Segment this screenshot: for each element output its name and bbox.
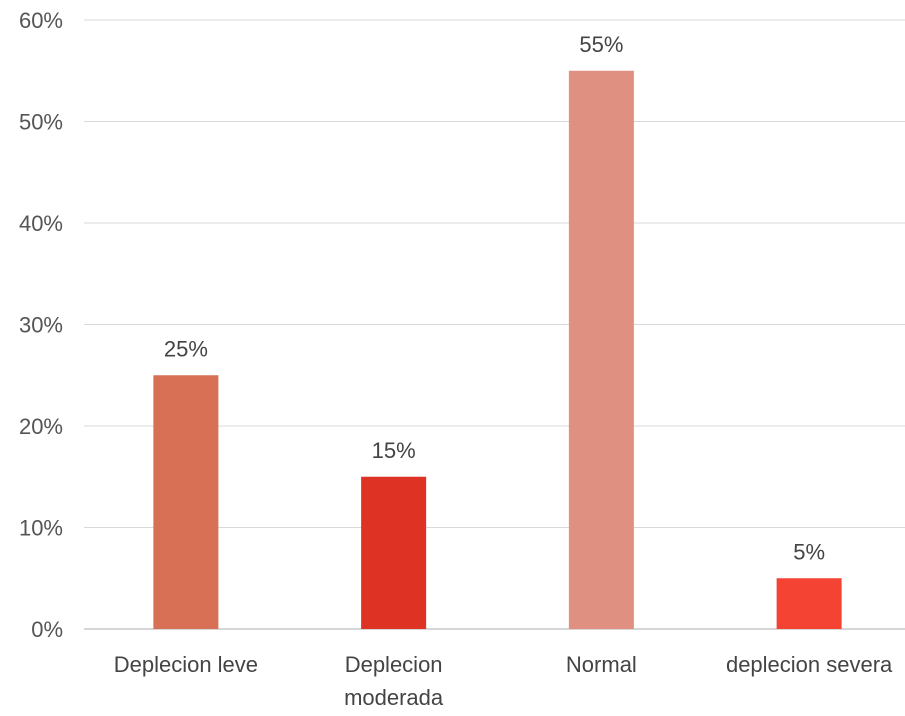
gridlines (84, 19, 905, 630)
bar (776, 578, 842, 629)
data-label: 5% (793, 539, 825, 564)
x-category-label-line: Normal (566, 652, 637, 677)
y-tick-label: 0% (31, 617, 63, 642)
x-category-label-line: deplecion severa (726, 652, 893, 677)
y-axis-tick-labels: 0% 10% 20% 30% 40% 50% 60% (19, 8, 63, 642)
bar (153, 375, 219, 629)
data-label: 55% (579, 32, 623, 57)
y-tick-label: 20% (19, 414, 63, 439)
y-tick-label: 50% (19, 110, 63, 135)
x-category-label-line: moderada (344, 685, 444, 710)
data-label: 25% (164, 336, 208, 361)
y-tick-label: 30% (19, 313, 63, 338)
x-category-label: deplecion severa (726, 652, 893, 677)
x-axis-category-labels: Deplecion leve Deplecion moderada Normal dep… (114, 652, 893, 710)
bar (568, 70, 634, 629)
data-label: 15% (372, 438, 416, 463)
x-category-label: Normal (566, 652, 637, 677)
data-labels: 25% 15% 55% 5% (164, 32, 825, 565)
x-category-label-line: Deplecion leve (114, 652, 258, 677)
bar (361, 476, 427, 629)
bars (153, 70, 842, 629)
x-category-label: Deplecion leve (114, 652, 258, 677)
y-tick-label: 40% (19, 211, 63, 236)
y-tick-label: 10% (19, 516, 63, 541)
x-category-label-line: Deplecion (345, 652, 443, 677)
x-category-label: Deplecion moderada (344, 652, 444, 710)
y-tick-label: 60% (19, 8, 63, 33)
